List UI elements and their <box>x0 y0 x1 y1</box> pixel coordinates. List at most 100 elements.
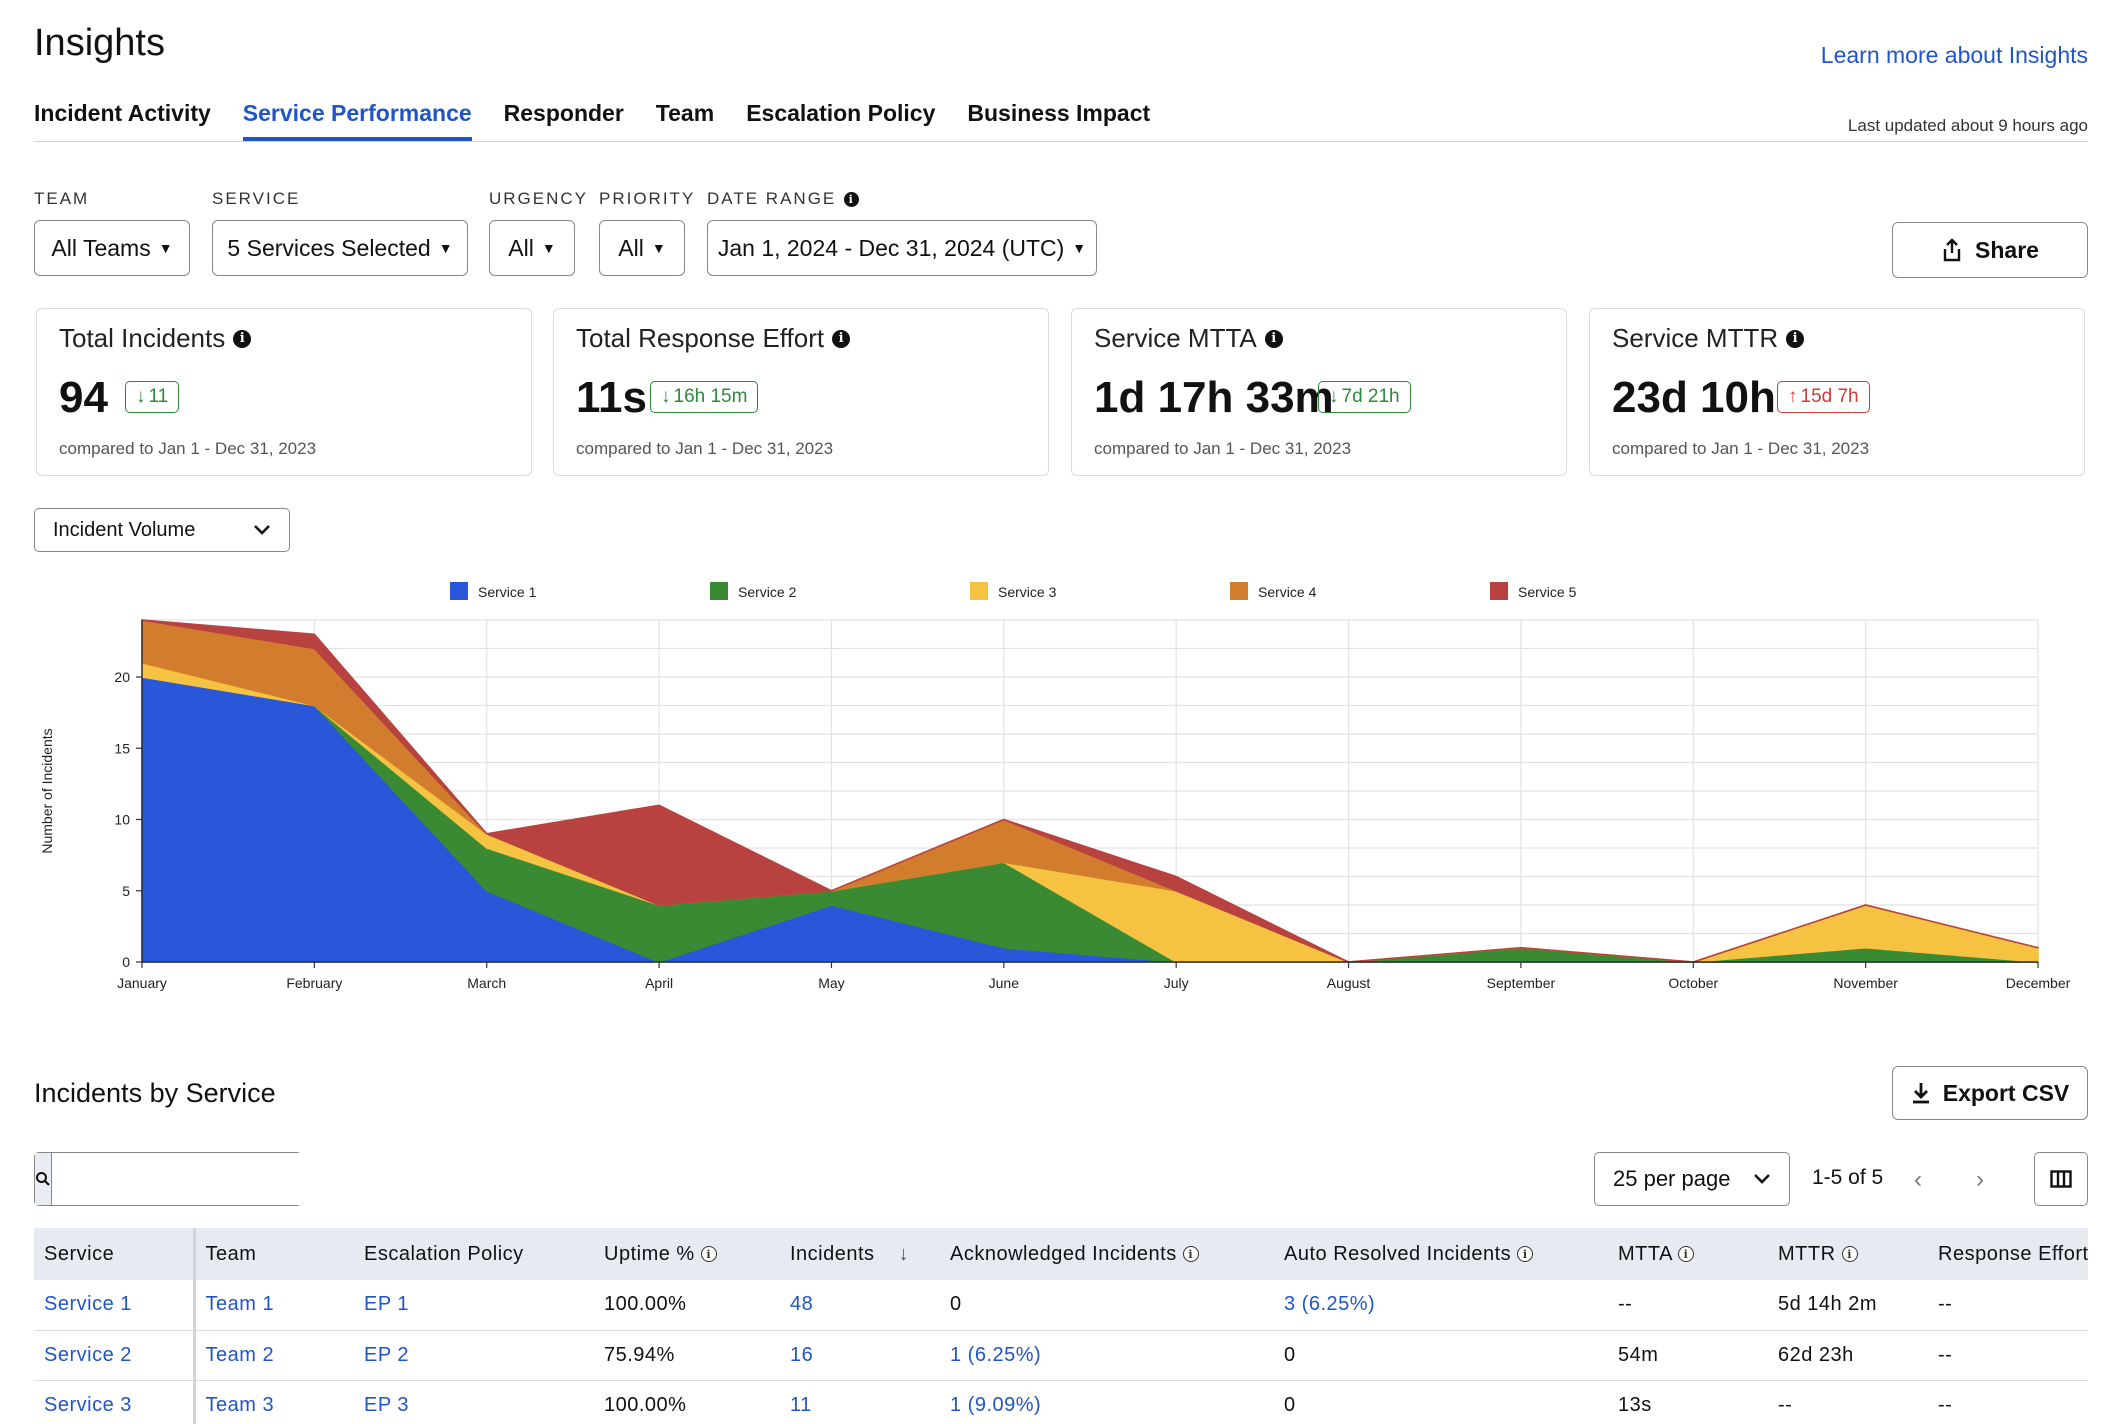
legend-swatch-3 <box>970 582 988 600</box>
mtta-cell: 13s <box>1608 1380 1768 1424</box>
y-tick-label: 10 <box>114 812 130 828</box>
team-link[interactable]: Team 1 <box>194 1280 354 1331</box>
acknowledged-link[interactable]: 1 (9.09%) <box>940 1380 1274 1424</box>
y-axis-label: Number of Incidents <box>39 728 55 853</box>
table-header-row: Service Team Escalation Policy Uptime % … <box>34 1228 2088 1280</box>
metric-select-dropdown[interactable]: Incident Volume <box>34 508 290 552</box>
tab-business-impact[interactable]: Business Impact <box>967 100 1151 126</box>
mtta-cell: -- <box>1608 1280 1768 1331</box>
urgency-filter-dropdown[interactable]: All ▼ <box>489 220 575 276</box>
legend-label-3: Service 3 <box>998 584 1057 600</box>
column-header-service[interactable]: Service <box>34 1228 196 1280</box>
column-header-mtta[interactable]: MTTA i <box>1608 1228 1768 1280</box>
search-box <box>34 1152 337 1206</box>
card-compare-text: compared to Jan 1 - Dec 31, 2023 <box>576 439 834 458</box>
auto-resolved-cell: 0 <box>1274 1330 1608 1381</box>
sort-arrow-down-icon: ↓ <box>898 1242 910 1265</box>
info-icon[interactable]: i <box>1264 329 1283 348</box>
column-header-label: Service <box>44 1242 115 1265</box>
delta-badge: ↓ 16h 15m <box>650 381 759 413</box>
service-filter-dropdown[interactable]: 5 Services Selected ▼ <box>212 220 468 276</box>
column-header-incidents[interactable]: Incidents ↓ <box>780 1228 940 1280</box>
info-icon[interactable]: i <box>844 191 860 207</box>
column-header-team[interactable]: Team <box>194 1228 354 1280</box>
export-csv-button[interactable]: Export CSV <box>1892 1066 2088 1120</box>
date-range-filter-label: DATE RANGE i <box>707 189 860 209</box>
column-header-escalation-policy[interactable]: Escalation Policy <box>354 1228 594 1280</box>
info-icon[interactable]: i <box>1517 1246 1534 1263</box>
tab-responder[interactable]: Responder <box>503 100 624 126</box>
delta-badge: ↓ 7d 21h <box>1318 381 1411 413</box>
previous-page-button[interactable]: ‹ <box>1898 1160 1938 1200</box>
priority-filter-dropdown[interactable]: All ▼ <box>599 220 685 276</box>
incidents-by-service-table: Service Team Escalation Policy Uptime % … <box>34 1228 2088 1424</box>
caret-down-icon: ▼ <box>1072 240 1087 256</box>
service-link[interactable]: Service 3 <box>34 1380 196 1424</box>
info-icon[interactable]: i <box>1182 1246 1199 1263</box>
column-header-label: Response Effort <box>1938 1242 2088 1265</box>
service-link[interactable]: Service 2 <box>34 1330 196 1381</box>
response-effort-cell: -- <box>1928 1330 2088 1381</box>
team-link[interactable]: Team 3 <box>194 1380 354 1424</box>
info-icon[interactable]: i <box>233 329 252 348</box>
info-icon[interactable]: i <box>832 329 851 348</box>
tab-incident-activity[interactable]: Incident Activity <box>34 100 211 126</box>
column-header-label: Escalation Policy <box>364 1242 524 1265</box>
escalation-policy-link[interactable]: EP 1 <box>354 1280 594 1331</box>
uptime-cell: 100.00% <box>594 1280 780 1331</box>
tabs-divider <box>34 141 2088 142</box>
column-header-acknowledged[interactable]: Acknowledged Incidents i <box>940 1228 1274 1280</box>
delta-badge: ↓ 11 <box>125 381 180 413</box>
x-tick-label: November <box>1833 975 1898 991</box>
x-tick-label: April <box>645 975 673 991</box>
priority-filter-label: PRIORITY <box>599 189 696 208</box>
incidents-link[interactable]: 16 <box>780 1330 940 1381</box>
mttr-cell: 5d 14h 2m <box>1768 1280 1928 1331</box>
info-icon[interactable]: i <box>700 1246 717 1263</box>
share-button[interactable]: Share <box>1892 222 2088 278</box>
info-icon[interactable]: i <box>1841 1246 1858 1263</box>
next-page-button[interactable]: › <box>1960 1160 2000 1200</box>
column-header-response-effort[interactable]: Response Effort <box>1928 1228 2088 1280</box>
learn-more-link[interactable]: Learn more about Insights <box>1820 42 2088 68</box>
escalation-policy-link[interactable]: EP 3 <box>354 1380 594 1424</box>
card-value: 1d 17h 33m <box>1094 373 1334 422</box>
acknowledged-link[interactable]: 1 (6.25%) <box>940 1330 1274 1381</box>
info-icon[interactable]: i <box>1677 1246 1694 1263</box>
table-row: Service 1 Team 1 EP 1 100.00% 48 0 3 (6.… <box>34 1280 2088 1331</box>
legend-label-2: Service 2 <box>738 584 797 600</box>
delta-value: 15d 7h <box>1800 386 1859 407</box>
tab-team[interactable]: Team <box>655 100 715 126</box>
info-icon[interactable]: i <box>1786 329 1805 348</box>
team-link[interactable]: Team 2 <box>194 1330 354 1381</box>
card-value: 11s <box>576 373 647 422</box>
column-header-uptime[interactable]: Uptime % i <box>594 1228 780 1280</box>
metric-card-service-mttr: Service MTTR i 23d 10h ↑ 15d 7h compared t… <box>1589 308 2085 476</box>
tab-escalation-policy[interactable]: Escalation Policy <box>746 100 936 126</box>
search-input[interactable] <box>52 1153 337 1205</box>
incidents-link[interactable]: 11 <box>780 1380 940 1424</box>
mttr-cell: -- <box>1768 1380 1928 1424</box>
uptime-cell: 100.00% <box>594 1380 780 1424</box>
card-title: Service MTTA <box>1094 323 1257 353</box>
per-page-dropdown[interactable]: 25 per page <box>1594 1152 1790 1206</box>
legend-swatch-2 <box>710 582 728 600</box>
per-page-value: 25 per page <box>1613 1166 1731 1191</box>
metric-select-value: Incident Volume <box>53 518 196 541</box>
column-settings-button[interactable] <box>2034 1152 2088 1206</box>
escalation-policy-link[interactable]: EP 2 <box>354 1330 594 1381</box>
service-link[interactable]: Service 1 <box>34 1280 196 1331</box>
uptime-cell: 75.94% <box>594 1330 780 1381</box>
delta-value: 7d 21h <box>1341 386 1400 407</box>
date-range-dropdown[interactable]: Jan 1, 2024 - Dec 31, 2024 (UTC) ▼ <box>707 220 1097 276</box>
column-header-auto-resolved[interactable]: Auto Resolved Incidents i <box>1274 1228 1608 1280</box>
chevron-right-icon: › <box>1976 1166 1984 1193</box>
team-filter-value: All Teams <box>51 234 151 261</box>
team-filter-dropdown[interactable]: All Teams ▼ <box>34 220 190 276</box>
auto-resolved-link[interactable]: 3 (6.25%) <box>1274 1280 1608 1331</box>
card-compare-text: compared to Jan 1 - Dec 31, 2023 <box>1612 439 1870 458</box>
section-title: Incidents by Service <box>34 1078 276 1108</box>
incidents-link[interactable]: 48 <box>780 1280 940 1331</box>
column-header-mttr[interactable]: MTTR i <box>1768 1228 1928 1280</box>
tab-service-performance[interactable]: Service Performance <box>242 100 472 141</box>
